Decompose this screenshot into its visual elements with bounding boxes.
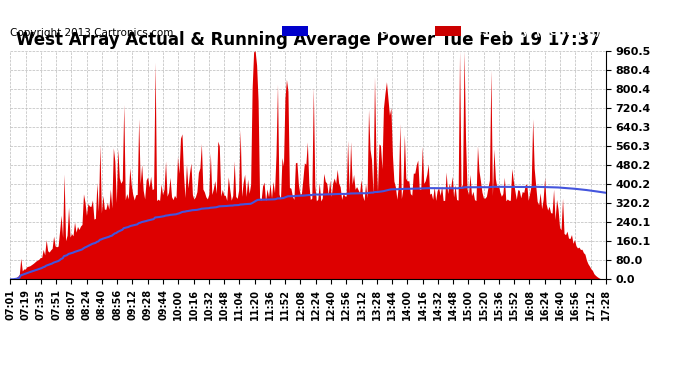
Text: Copyright 2013 Cartronics.com: Copyright 2013 Cartronics.com (10, 28, 174, 38)
Title: West Array Actual & Running Average Power Tue Feb 19 17:37: West Array Actual & Running Average Powe… (16, 31, 600, 49)
Legend: Average  (DC Watts), West Array  (DC Watts): Average (DC Watts), West Array (DC Watts… (281, 25, 600, 38)
